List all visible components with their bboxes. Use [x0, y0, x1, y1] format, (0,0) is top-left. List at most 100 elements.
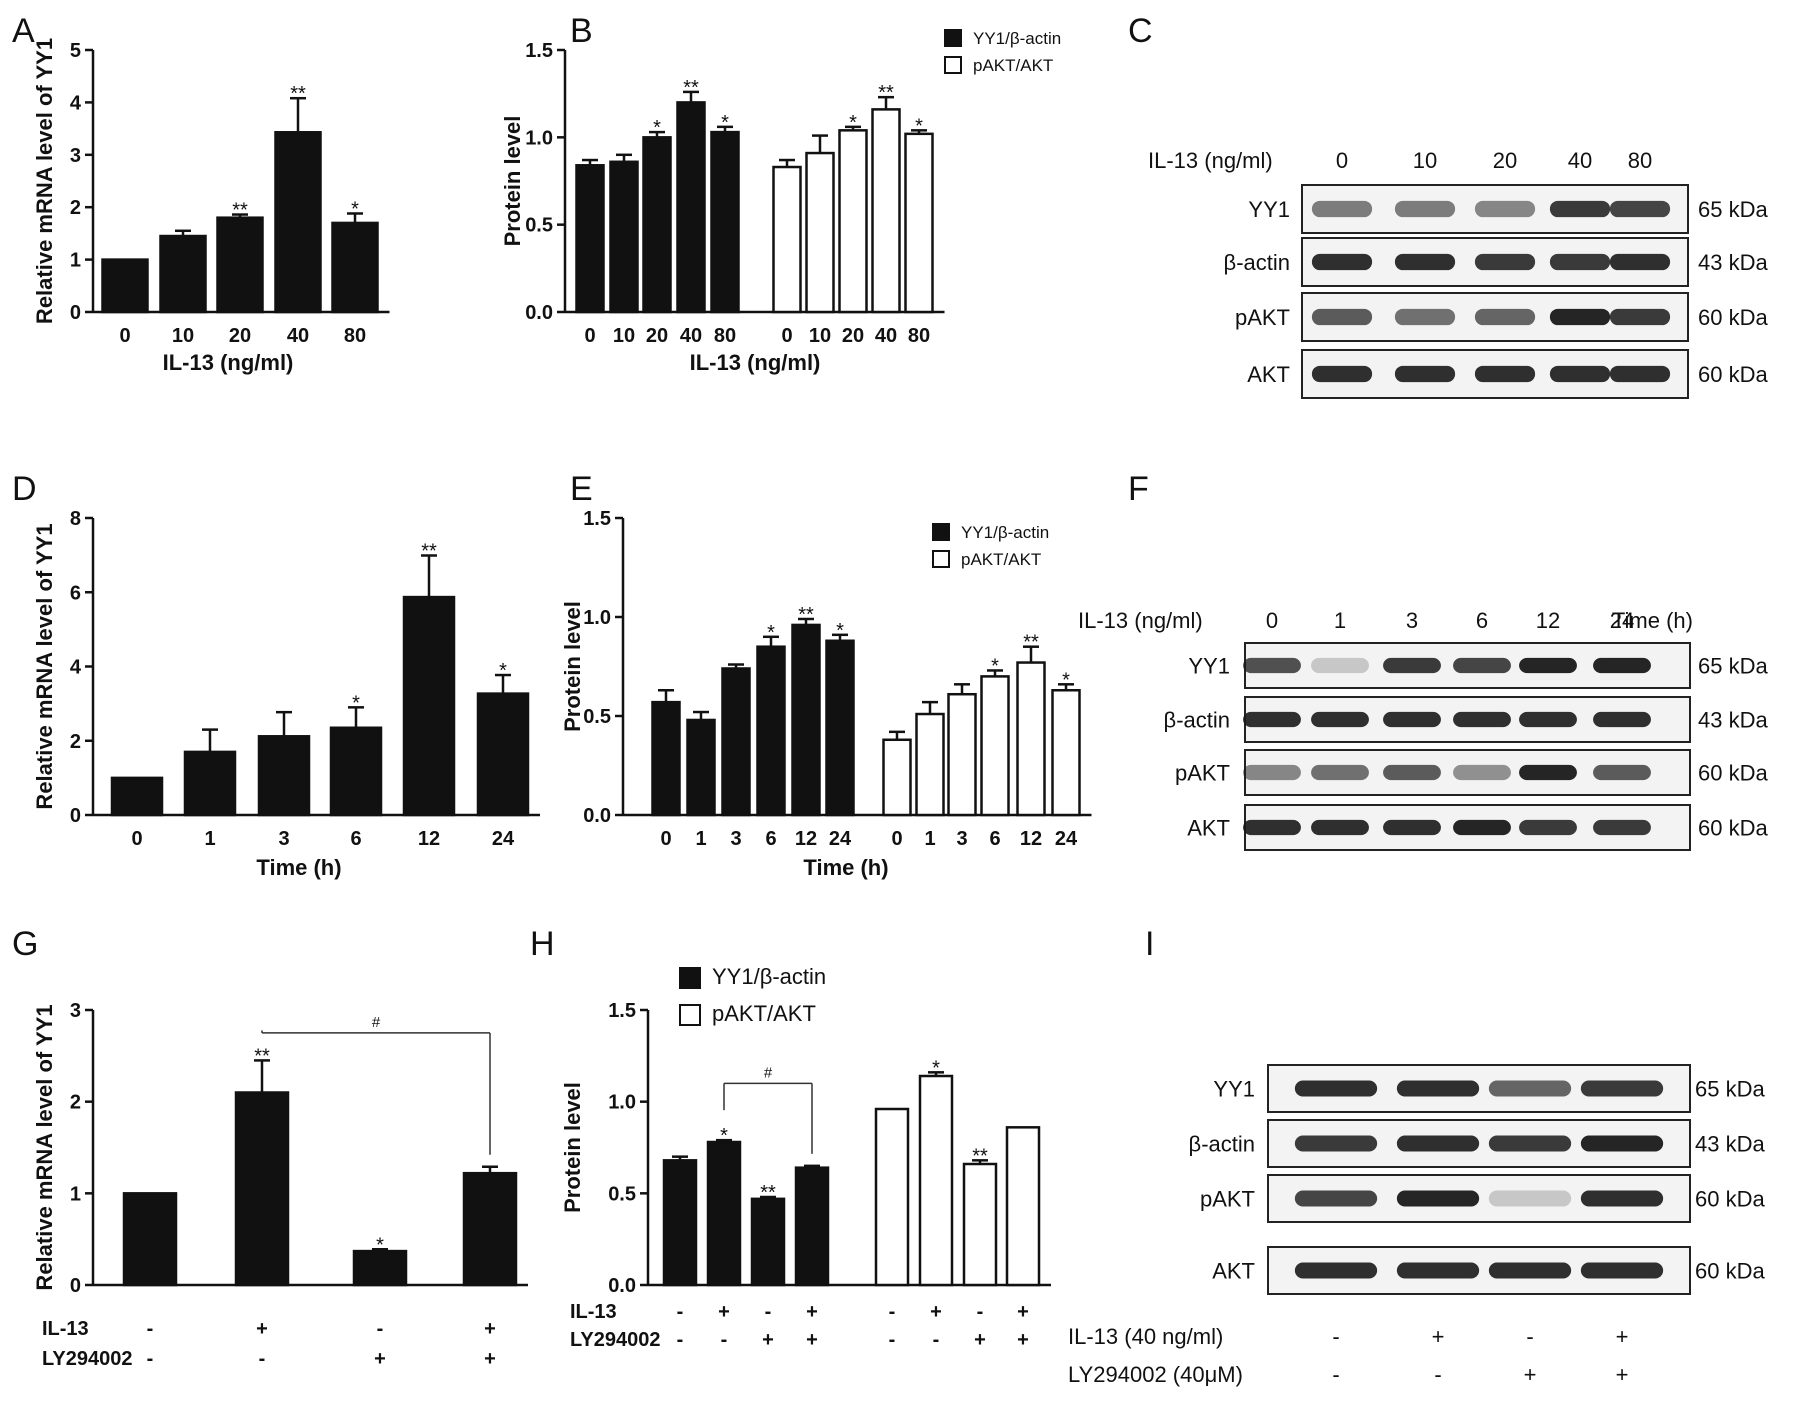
protein-label: AKT [1187, 816, 1230, 841]
molecular-weight-label: 65 kDa [1695, 1077, 1765, 1102]
treatment-sign: + [762, 1329, 774, 1351]
treatment-sign: - [147, 1348, 154, 1370]
significance-marker: ** [972, 1145, 988, 1167]
x-tick-label: 0 [119, 325, 130, 347]
protein-band [1311, 308, 1373, 326]
significance-marker: * [720, 1125, 728, 1147]
significance-marker: * [991, 655, 999, 677]
x-tick-label: 6 [350, 828, 361, 850]
bar [352, 1249, 408, 1287]
protein-band [1311, 200, 1373, 218]
panel-letter-c: C [1128, 12, 1153, 50]
bar [686, 718, 716, 817]
y-tick-label: 1.5 [608, 1000, 636, 1022]
bar [980, 675, 1010, 817]
legend-label: pAKT/AKT [961, 550, 1041, 569]
protein-band [1396, 1080, 1480, 1097]
treatment-sign: - [977, 1301, 984, 1323]
protein-label: pAKT [1235, 305, 1290, 330]
x-tick-label: 3 [278, 828, 289, 850]
x-tick-label: 1 [204, 828, 215, 850]
significance-marker: ** [798, 604, 814, 626]
bar [274, 131, 322, 314]
lane-label: 10 [1413, 148, 1437, 173]
treatment-row-label: IL-13 [570, 1301, 617, 1323]
y-tick-label: 0.0 [525, 302, 553, 324]
x-tick-label: 0 [660, 828, 671, 850]
bar [651, 700, 681, 817]
significance-marker: ** [878, 82, 894, 104]
protein-band [1453, 819, 1511, 836]
y-tick-label: 4 [70, 657, 82, 679]
bar [609, 160, 639, 314]
panel-letter-h: H [530, 925, 555, 963]
protein-band [1243, 711, 1301, 728]
bar [874, 1107, 910, 1287]
y-axis-title: Relative mRNA level of YY1 [32, 523, 57, 809]
bar [706, 1140, 742, 1287]
y-tick-label: 1 [70, 250, 81, 272]
bar [329, 726, 383, 817]
bar [962, 1162, 998, 1287]
treatment-row-label: IL-13 [42, 1318, 89, 1340]
bracket-label: # [372, 1014, 381, 1031]
protein-band [1488, 1262, 1572, 1279]
x-tick-label: 0 [781, 325, 792, 347]
protein-label: β-actin [1164, 708, 1230, 733]
y-tick-label: 3 [70, 145, 81, 167]
significance-marker: ** [683, 77, 699, 99]
x-axis-title: IL-13 (ng/ml) [163, 350, 294, 375]
y-axis-title: Relative mRNA level of YY1 [32, 1004, 57, 1290]
bar [947, 692, 977, 817]
protein-label: AKT [1212, 1259, 1255, 1284]
treatment-sign: + [256, 1318, 268, 1340]
legend-swatch [944, 29, 962, 47]
y-axis-title: Protein level [560, 601, 585, 732]
x-tick-label: 40 [287, 325, 309, 347]
x-tick-label: 6 [989, 828, 1000, 850]
bar [915, 712, 945, 817]
bar [825, 639, 855, 817]
significance-marker: * [721, 112, 729, 134]
bar [462, 1171, 518, 1287]
molecular-weight-label: 43 kDa [1698, 708, 1768, 733]
y-tick-label: 6 [70, 582, 81, 604]
treatment-sign: + [1432, 1324, 1445, 1349]
significance-marker: * [915, 115, 923, 137]
protein-band [1593, 657, 1651, 674]
protein-band [1243, 657, 1301, 674]
protein-band [1311, 711, 1369, 728]
molecular-weight-label: 60 kDa [1698, 816, 1768, 841]
significance-marker: ** [232, 200, 248, 222]
protein-band [1474, 365, 1536, 383]
y-tick-label: 5 [70, 40, 81, 62]
legend-label: pAKT/AKT [973, 56, 1053, 75]
treatment-sign: + [1524, 1362, 1537, 1387]
treatment-sign: - [1434, 1362, 1441, 1387]
x-tick-label: 80 [344, 325, 366, 347]
treatment-sign: + [1017, 1301, 1029, 1323]
treatment-sign: - [933, 1329, 940, 1351]
molecular-weight-label: 43 kDa [1695, 1132, 1765, 1157]
significance-marker: ** [760, 1182, 776, 1204]
treatment-sign: + [1616, 1362, 1629, 1387]
legend-swatch [679, 1004, 701, 1026]
bar [791, 623, 821, 817]
bar [331, 221, 379, 314]
bar [721, 667, 751, 817]
significance-marker: ** [1023, 632, 1039, 654]
protein-band [1519, 711, 1577, 728]
bar [183, 750, 237, 817]
treatment-sign: + [930, 1301, 942, 1323]
protein-label: AKT [1247, 362, 1290, 387]
protein-band [1549, 253, 1611, 271]
y-tick-label: 2 [70, 1092, 81, 1114]
y-tick-label: 0.5 [583, 706, 611, 728]
x-axis-title: Time (h) [803, 855, 888, 880]
y-tick-label: 1 [70, 1183, 81, 1205]
